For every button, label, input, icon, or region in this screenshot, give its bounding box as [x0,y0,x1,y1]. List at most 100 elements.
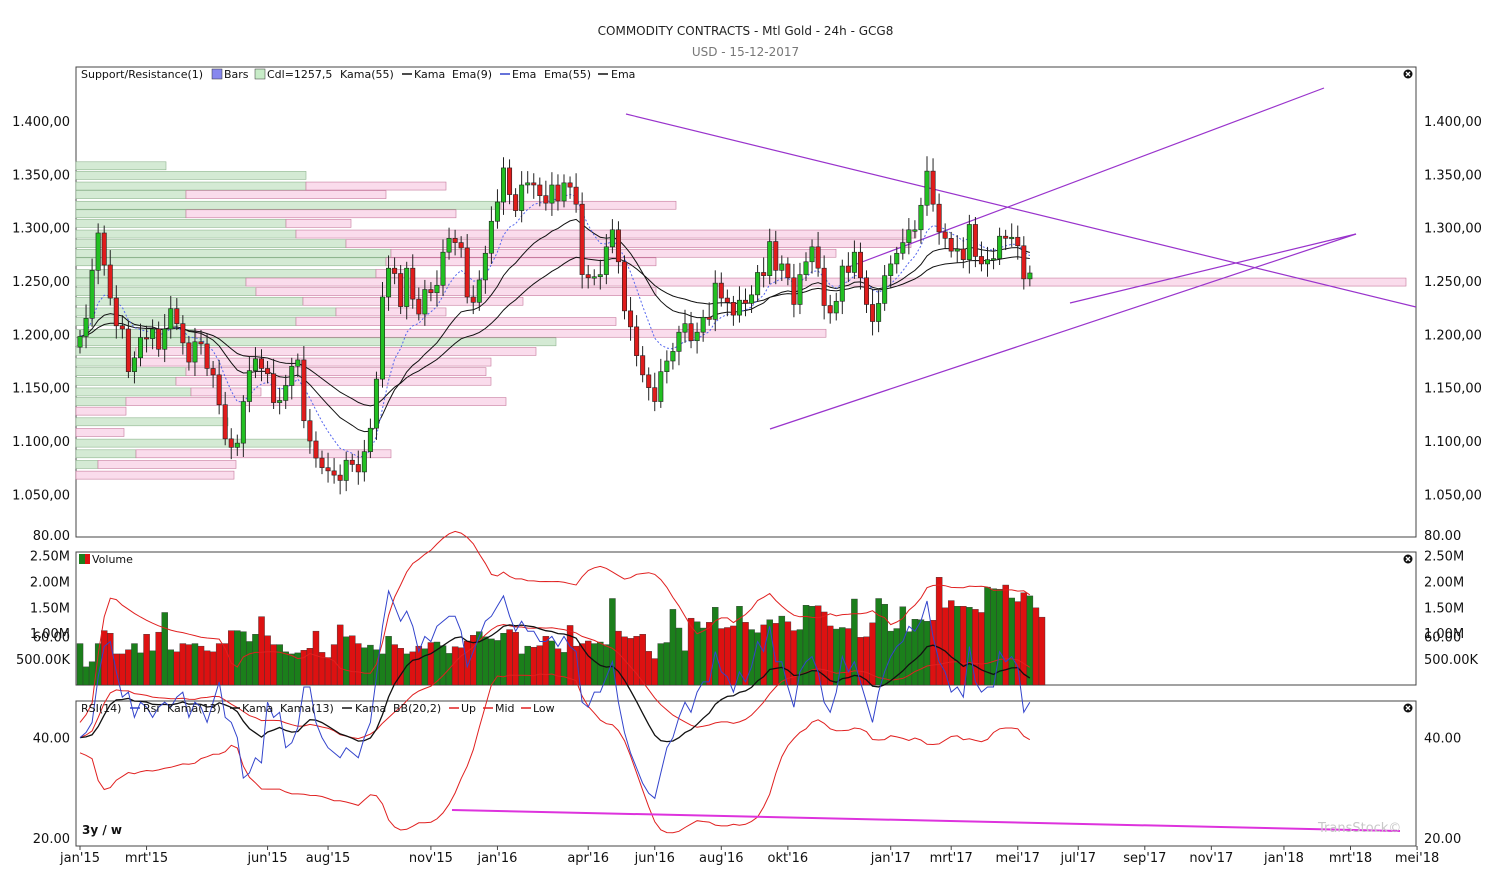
volume-bar [167,649,175,686]
x-tick-label: apr'16 [567,851,609,866]
sr-resistance-bar [305,181,447,191]
candle-up [839,265,845,302]
legend-low: Low [533,702,555,715]
volume-panel-close-icon[interactable] [1403,554,1413,564]
trendline [625,113,1417,308]
sr-support-bar [75,438,312,448]
volume-bar [119,653,126,686]
volume-bar [699,627,707,686]
candle-down [628,310,634,328]
volume-bar [978,612,985,686]
volume-bar [421,648,429,686]
sr-support-bar [75,449,137,459]
candle-down [761,272,767,276]
volume-bar [627,638,634,686]
candle-up [283,385,289,401]
sr-support-bar [75,200,502,210]
sr-support-bar [75,161,167,171]
candle-up [749,294,755,304]
candle-up [367,427,373,452]
candle-down [325,467,331,472]
candle-up [482,252,488,281]
volume-bar [875,598,882,686]
volume-tick-right: 2.00M [1424,575,1464,590]
candle-up [1027,272,1033,280]
sr-support-bar [75,337,557,347]
rsi-tick-left: 40.00 [33,732,70,747]
volume-bar [530,646,538,686]
sr-support-bar [75,367,187,376]
candle-down [531,182,537,186]
price-legend: Support/Resistance(1) Bars Cdl=1257,5 Ka… [81,68,635,81]
volume-bar [506,629,513,686]
volume-bar [439,645,447,686]
volume-bar [197,645,205,686]
volume-bar [851,598,858,686]
x-tick-label: aug'16 [699,851,744,866]
candle-down [706,316,712,320]
x-tick-label: aug'15 [306,851,351,866]
candle-down [180,323,186,344]
rsi-panel-close-icon[interactable] [1403,703,1413,713]
volume-bar [427,642,435,686]
trendlines [625,87,1417,430]
sr-support-bar [75,387,192,397]
price-panel-close-icon[interactable] [1403,69,1413,79]
price-tick-left: 1.050,00 [12,488,70,503]
legend-kama55: Kama(55) [340,68,394,81]
legend-kama-b: Kama [355,702,386,715]
volume-bar [548,640,556,686]
candle-up [597,274,603,278]
candle-down [730,302,736,316]
volume-bar [718,628,725,686]
sr-resistance-bar [125,397,507,406]
candle-up [736,299,742,316]
volume-bar [615,630,622,686]
volume-bar [312,630,320,686]
volume-bar [706,622,713,686]
legend-bb: BB(20,2) [393,702,441,715]
candle-up [138,337,144,359]
volume-tick-right: 500.00K [1424,653,1478,668]
volume-bar [300,650,308,686]
candle-up [246,370,252,402]
price-tick-left: 1.250,00 [12,275,70,290]
sr-resistance-bar [335,307,447,317]
candle-up [373,378,379,429]
sr-support-bar [75,181,307,191]
rsi-panel[interactable] [75,700,1417,847]
rsi-tick-right: 20.00 [1424,832,1461,847]
volume-bar [367,644,374,686]
x-tick-label: jan'15 [59,851,100,866]
volume-bar [827,625,834,686]
candle-down [186,342,192,363]
volume-bar [1038,616,1046,686]
volume-bar [336,624,344,686]
sr-resistance-bar [500,200,677,210]
sr-support-bar [75,277,247,287]
sr-support-bar [75,417,229,427]
candle-down [688,323,694,342]
legend-volume: Volume [92,553,133,566]
candle-down [621,261,627,312]
candle-down [107,264,113,299]
sr-support-bar [75,257,387,267]
candle-down [198,341,204,345]
volume-bar [754,632,761,686]
candle-up [797,274,803,305]
volume-bar [258,616,265,686]
volume-bar [191,643,199,686]
sr-support-bar [75,269,377,278]
volume-bar [355,643,362,686]
candle-down [573,186,579,205]
rsi-tick-left: 20.00 [33,832,70,847]
candle-down [228,438,234,448]
sr-resistance-bar [135,347,537,356]
candle-down [1015,236,1021,247]
x-tick-label: mei'18 [1395,851,1439,866]
volume-bar [766,619,773,686]
volume-bar [451,646,459,686]
volume-bar [778,615,786,686]
candle-down [392,267,398,274]
